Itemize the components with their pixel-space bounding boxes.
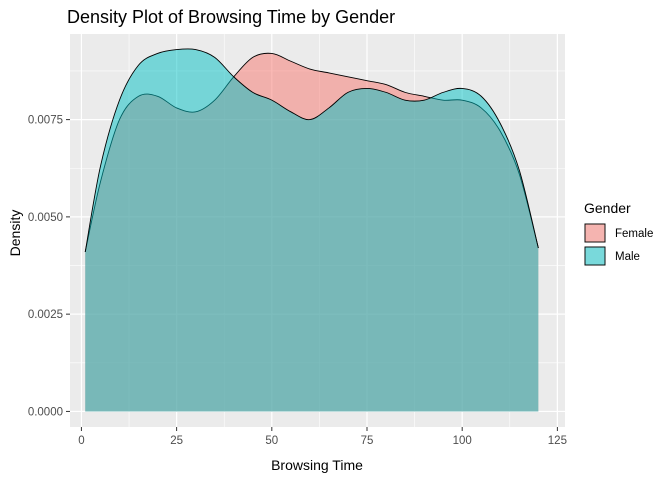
chart-title: Density Plot of Browsing Time by Gender: [67, 7, 395, 27]
legend-swatch-female: [584, 223, 606, 243]
y-axis-title: Density: [7, 210, 23, 257]
legend-label-female: Female: [615, 228, 653, 240]
y-tick-label: 0.0000: [28, 406, 63, 418]
x-axis-title: Browsing Time: [271, 457, 363, 473]
y-tick-labels: 0.0000 0.0025 0.0050 0.0075: [28, 115, 63, 419]
y-tick-label: 0.0025: [28, 309, 63, 321]
x-tick-label: 50: [265, 435, 278, 447]
x-tick-labels: 0 25 50 75 100 125: [78, 435, 567, 447]
x-tick-label: 125: [548, 435, 567, 447]
legend-title: Gender: [584, 200, 631, 216]
legend-label-male: Male: [615, 251, 640, 263]
legend: Gender Female Male: [584, 200, 653, 266]
axis-ticks: [66, 119, 558, 431]
density-line-male: [84, 48, 539, 252]
density-areas: [84, 48, 539, 412]
density-area-male: [85, 48, 539, 412]
x-tick-label: 100: [453, 435, 472, 447]
legend-swatch-male: [584, 246, 606, 266]
x-tick-label: 75: [361, 435, 374, 447]
y-tick-label: 0.0075: [28, 115, 63, 127]
x-tick-label: 0: [78, 435, 84, 447]
y-tick-label: 0.0050: [28, 212, 63, 224]
x-tick-label: 25: [170, 435, 183, 447]
